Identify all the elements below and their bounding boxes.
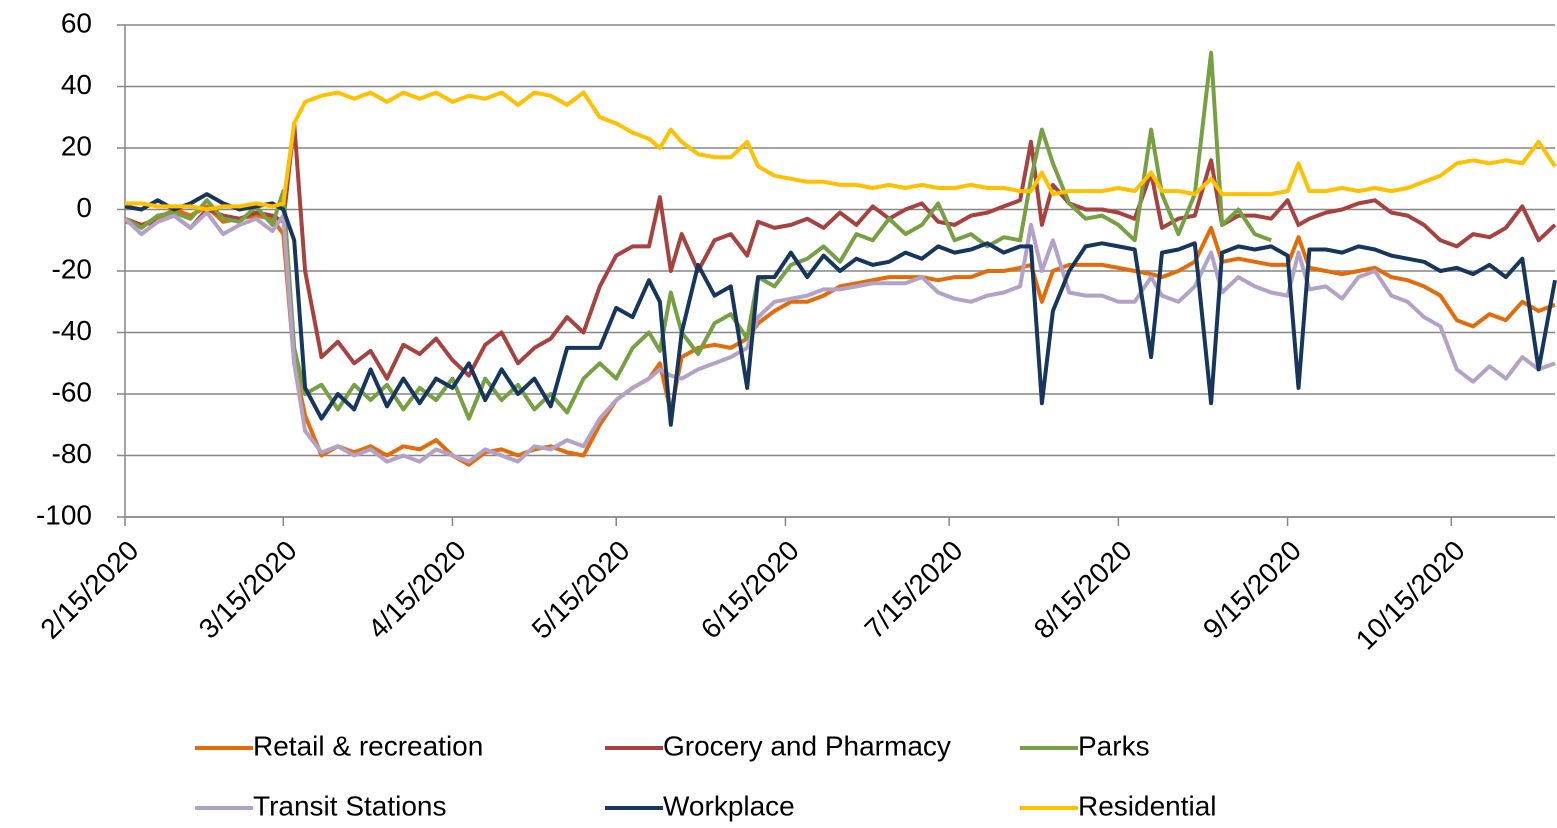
series-line: [124, 192, 1557, 427]
x-tick-label: 10/15/2020: [1350, 535, 1471, 656]
y-tick-label: -20: [52, 253, 92, 284]
series-line: [124, 121, 1557, 381]
x-tick-label: 8/15/2020: [1028, 535, 1138, 645]
x-tick-label: 9/15/2020: [1197, 535, 1307, 645]
series-line: [124, 50, 1272, 421]
y-tick-label: -60: [52, 376, 92, 407]
y-tick-label: -40: [52, 315, 92, 346]
y-tick-label: 40: [61, 69, 92, 100]
y-tick-label: 20: [61, 130, 92, 161]
legend-item: Workplace: [605, 790, 795, 821]
legend-item: Residential: [1020, 790, 1217, 821]
legend-item: Parks: [1020, 730, 1150, 761]
series-line: [123, 210, 1556, 464]
legend-label: Parks: [1078, 730, 1150, 761]
x-tick-label: 5/15/2020: [526, 535, 636, 645]
y-tick-label: -80: [52, 438, 92, 469]
y-tick-label: -100: [36, 499, 92, 530]
series-line: [125, 90, 1557, 212]
y-tick-label: 60: [61, 7, 92, 38]
x-tick-label: 6/15/2020: [695, 535, 805, 645]
legend-label: Retail & recreation: [253, 730, 483, 761]
legend-item: Grocery and Pharmacy: [605, 730, 951, 761]
series-line: [124, 204, 1556, 467]
legend-item: Transit Stations: [195, 790, 446, 821]
legend-label: Transit Stations: [253, 790, 446, 821]
legend-label: Residential: [1078, 790, 1217, 821]
legend-item: Retail & recreation: [195, 730, 483, 761]
y-tick-label: 0: [76, 192, 92, 223]
x-tick-label: 3/15/2020: [193, 535, 303, 645]
x-tick-label: 4/15/2020: [362, 535, 472, 645]
x-tick-label: 7/15/2020: [859, 535, 969, 645]
x-tick-label: 2/15/2020: [34, 535, 144, 645]
legend-label: Grocery and Pharmacy: [663, 730, 951, 761]
legend-label: Workplace: [663, 790, 795, 821]
